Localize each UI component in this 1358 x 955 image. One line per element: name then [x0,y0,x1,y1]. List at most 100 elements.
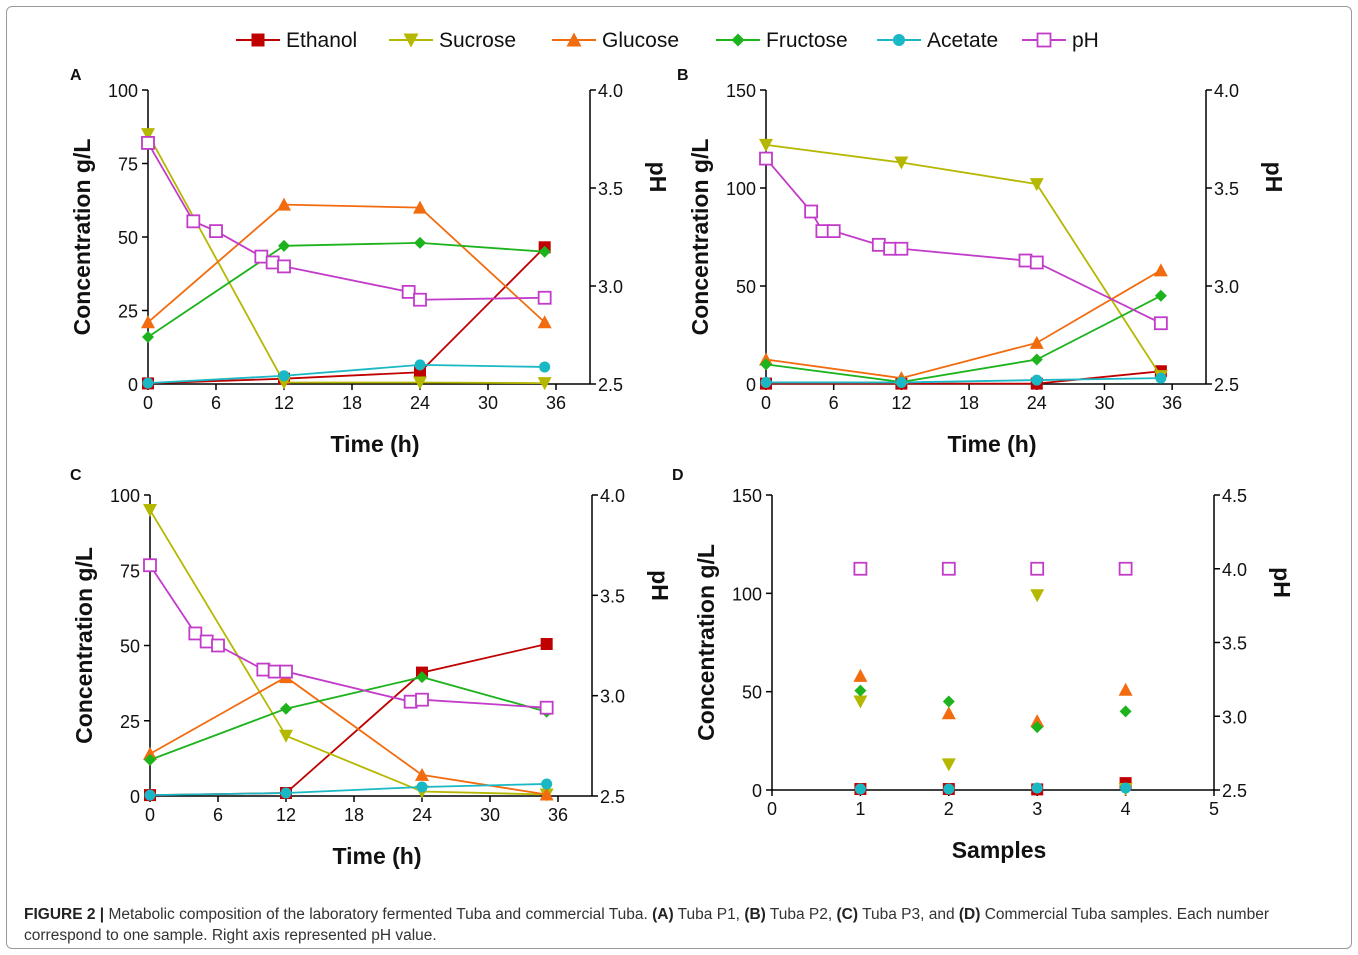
x-tick-label: 24 [1027,393,1047,413]
x-tick-label: 12 [274,393,294,413]
y2-tick-label: 3.5 [600,586,625,606]
y2-axis-title: pH [1261,162,1287,193]
data-point-ethanol [540,637,553,650]
data-point-sucrose [537,377,552,391]
data-point-acetate [144,789,156,801]
legend-marker [1036,32,1052,48]
data-point-ph [539,700,554,715]
y-tick-label: 150 [726,81,756,101]
y2-tick-label: 4.0 [1222,560,1247,580]
y2-axis-title: pH [645,162,671,193]
data-point-acetate [1120,782,1132,794]
data-point-ph [815,224,830,239]
data-point-ph [186,214,201,229]
data-point-ph [1153,316,1168,331]
data-point-sucrose [1029,178,1044,192]
caption-part-d: Commercial Tuba samples. Each number cor… [24,906,1269,944]
data-point-glucose [1030,714,1045,728]
y-tick-label: 0 [128,375,138,395]
y-tick-label: 75 [118,155,138,175]
x-tick-label: 4 [1121,799,1131,819]
series-line-glucose [765,269,1162,380]
x-tick-label: 0 [767,799,777,819]
legend-marker [251,33,265,47]
data-point-ph [401,284,416,299]
y2-axis-title: pH [647,570,673,601]
data-point-ph [211,638,225,653]
legend-marker [566,32,582,47]
y2-tick-label: 4.0 [600,486,625,506]
panel-letter: A [70,67,82,84]
series-line-sucrose [765,143,1162,377]
series-line-sucrose [149,509,547,796]
data-point-ph [1118,561,1133,576]
x-tick-label: 12 [276,805,296,825]
x-axis-title: Samples [952,837,1047,863]
series-acetate [142,359,551,389]
caption-label: FIGURE 2 | [24,906,105,923]
data-point-glucose [413,200,427,214]
legend: Ethanol Sucrose Glucose Fructose Acetate pH [236,29,1099,52]
y-tick-label: 75 [120,561,140,581]
series-sucrose [141,128,552,391]
y2-tick-label: 3.0 [1222,707,1247,727]
x-tick-label: 6 [213,805,223,825]
caption-bold-d: (D) [958,906,981,923]
x-tick-label: 0 [143,393,153,413]
series-line-glucose [147,203,546,323]
caption-bold-c: (C) [836,906,859,923]
caption-text: Metabolic composition of the laboratory … [108,906,648,923]
series-sucrose [853,589,1133,797]
data-point-fructose [538,245,551,258]
data-point-ph [403,694,418,709]
x-axis-title: Time (h) [330,431,419,457]
y-tick-label: 100 [732,584,762,604]
legend-label: Glucose [602,29,679,52]
series-line-ethanol [766,370,1161,385]
x-tick-label: 5 [1209,799,1219,819]
x-tick-label: 36 [548,805,568,825]
data-point-ph [853,561,868,576]
series-ethanol [854,777,1132,796]
data-point-fructose [1031,721,1044,734]
y-tick-label: 25 [120,712,140,732]
series-acetate [760,372,1167,388]
x-tick-label: 0 [145,805,155,825]
series-glucose [853,668,1133,728]
y2-tick-label: 3.5 [598,179,623,199]
data-point-ph [279,664,293,679]
legend-marker [731,33,745,47]
data-point-fructose [416,671,428,684]
y-tick-label: 0 [130,787,140,807]
series-ph [143,558,554,715]
y-axis-title: Concentration g/L [71,547,97,744]
data-point-ph [941,561,956,576]
data-point-acetate [142,377,154,389]
x-tick-label: 18 [342,393,362,413]
y-tick-label: 150 [732,486,762,506]
legend-label: Ethanol [286,29,357,52]
data-point-acetate [280,787,292,799]
y2-tick-label: 3.0 [598,277,623,297]
data-point-ph [1030,561,1045,576]
data-point-acetate [943,783,955,795]
y-axis-title: Concentration g/L [687,139,713,336]
series-glucose [143,670,554,801]
y2-tick-label: 3.0 [1214,277,1239,297]
data-point-sucrose [853,695,868,709]
series-fructose [854,684,1132,734]
x-tick-label: 30 [478,393,498,413]
data-point-sucrose [413,376,427,390]
panel-c: C 0 25 50 75 100 2.5 3.0 3.5 4.0 0 6 12 18 24 30 36 Time … [70,467,673,869]
data-point-acetate [895,376,907,388]
legend-item-ethanol: Ethanol [236,29,357,52]
x-tick-label: 18 [959,393,979,413]
y2-tick-label: 3.5 [1214,179,1239,199]
legend-label: Fructose [766,29,848,52]
figure-frame [6,6,1352,949]
caption-bold-a: (A) [652,906,674,923]
legend-item-acetate: Acetate [877,29,998,52]
data-point-sucrose [1030,589,1045,603]
data-point-fructose [1154,289,1167,302]
